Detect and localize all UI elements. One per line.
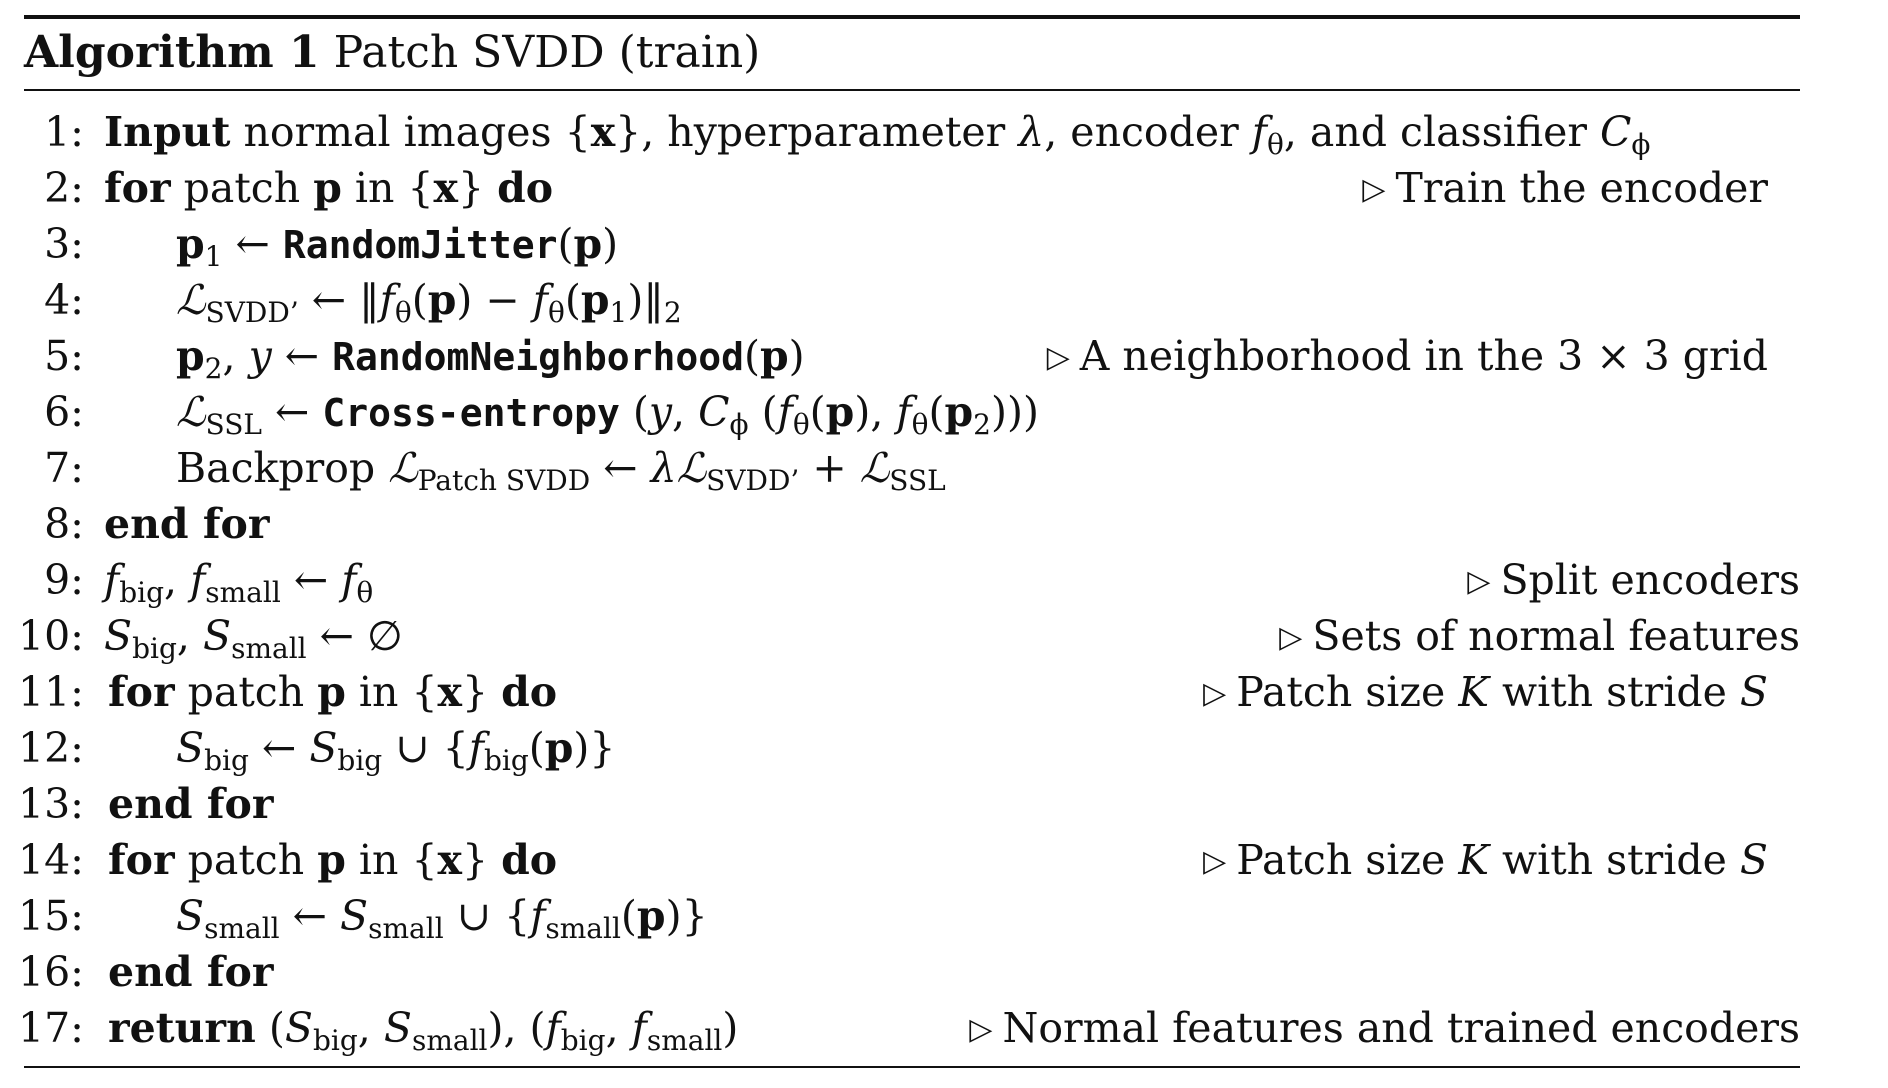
- line-number: 15:: [18, 892, 84, 940]
- line-comment: ▷ A neighborhood in the 3 × 3 grid: [1047, 328, 1768, 386]
- line-comment: ▷ Train the encoder: [1362, 160, 1768, 218]
- line-number: 17:: [18, 1004, 84, 1052]
- algorithm-label: Algorithm 1: [24, 27, 320, 78]
- title-rule: [24, 89, 1800, 91]
- triangle-icon: ▷: [969, 1012, 993, 1047]
- line-number: 1:: [44, 108, 84, 156]
- line-code: end for: [108, 780, 274, 828]
- algo-line-12: 12: Sbig ← Sbig ∪ {fbig(p)}: [0, 720, 1800, 777]
- line-code: for patch p in {x} do: [108, 836, 558, 884]
- algo-line-6: 6: ℒSSL ← Cross-entropy (y, Cϕ (fθ(p), f…: [0, 384, 1800, 441]
- line-code: p1 ← RandomJitter(p): [176, 220, 619, 273]
- triangle-icon: ▷: [1279, 620, 1303, 655]
- algo-line-3: 3: p1 ← RandomJitter(p): [0, 216, 1800, 273]
- line-code: Ssmall ← Ssmall ∪ {fsmall(p)}: [176, 892, 708, 945]
- line-number: 3:: [44, 220, 84, 268]
- line-code: Sbig, Ssmall ← ∅: [104, 612, 403, 665]
- line-code: for patch p in {x} do: [104, 164, 554, 212]
- line-number: 6:: [44, 388, 84, 436]
- line-code: ℒSVDD’ ← ‖fθ(p) − fθ(p1)‖2: [176, 276, 682, 329]
- triangle-icon: ▷: [1203, 844, 1227, 879]
- algo-line-2: 2: for patch p in {x} do ▷ Train the enco…: [0, 160, 1800, 216]
- triangle-icon: ▷: [1203, 676, 1227, 711]
- algorithm-name: Patch SVDD (train): [333, 27, 761, 78]
- line-number: 4:: [44, 276, 84, 324]
- algorithm-title: Algorithm 1 Patch SVDD (train): [24, 24, 760, 82]
- line-code: return (Sbig, Ssmall), (fbig, fsmall): [108, 1004, 739, 1057]
- algo-line-5: 5: p2, y ← RandomNeighborhood(p) ▷ A neig…: [0, 328, 1800, 386]
- line-code: end for: [104, 500, 270, 548]
- bottom-rule: [24, 1066, 1800, 1068]
- line-number: 9:: [44, 556, 84, 604]
- top-rule: [24, 15, 1800, 19]
- line-number: 10:: [18, 612, 84, 660]
- algo-line-16: 16: end for: [0, 944, 1800, 1000]
- algo-line-8: 8: end for: [0, 496, 1800, 552]
- line-code: fbig, fsmall ← fθ: [104, 556, 374, 609]
- triangle-icon: ▷: [1467, 564, 1491, 599]
- line-comment: ▷ Patch size K with stride S: [1203, 832, 1768, 890]
- line-number: 14:: [18, 836, 84, 884]
- line-code: p2, y ← RandomNeighborhood(p): [176, 332, 805, 385]
- line-comment: ▷ Normal features and trained encoders: [969, 1000, 1800, 1058]
- line-code: Sbig ← Sbig ∪ {fbig(p)}: [176, 724, 616, 777]
- line-code: ℒSSL ← Cross-entropy (y, Cϕ (fθ(p), fθ(p…: [176, 388, 1039, 441]
- algo-line-15: 15: Ssmall ← Ssmall ∪ {fsmall(p)}: [0, 888, 1800, 945]
- algo-line-9: 9: fbig, fsmall ← fθ ▷ Split encoders: [0, 552, 1800, 610]
- algo-line-10: 10: Sbig, Ssmall ← ∅ ▷ Sets of normal fea…: [0, 608, 1800, 666]
- algo-line-17: 17: return (Sbig, Ssmall), (fbig, fsmall…: [0, 1000, 1800, 1058]
- line-number: 16:: [18, 948, 84, 996]
- line-comment: ▷ Split encoders: [1467, 552, 1800, 610]
- line-number: 12:: [18, 724, 84, 772]
- line-code: end for: [108, 948, 274, 996]
- line-code: Backprop ℒPatch SVDD ← λℒSVDD’ + ℒSSL: [176, 444, 946, 497]
- triangle-icon: ▷: [1362, 172, 1386, 207]
- algo-line-14: 14: for patch p in {x} do ▷ Patch size K …: [0, 832, 1800, 888]
- line-number: 11:: [18, 668, 84, 716]
- line-code: for patch p in {x} do: [108, 668, 558, 716]
- algo-line-11: 11: for patch p in {x} do ▷ Patch size K …: [0, 664, 1800, 720]
- algo-line-1: 1: Input normal images {x}, hyperparamet…: [0, 104, 1800, 161]
- line-code: Input normal images {x}, hyperparameter …: [104, 108, 1651, 161]
- algo-line-7: 7: Backprop ℒPatch SVDD ← λℒSVDD’ + ℒSSL: [0, 440, 1800, 497]
- line-number: 13:: [18, 780, 84, 828]
- algo-line-13: 13: end for: [0, 776, 1800, 832]
- line-comment: ▷ Sets of normal features: [1279, 608, 1800, 666]
- line-number: 2:: [44, 164, 84, 212]
- algo-line-4: 4: ℒSVDD’ ← ‖fθ(p) − fθ(p1)‖2: [0, 272, 1800, 329]
- line-number: 8:: [44, 500, 84, 548]
- line-comment: ▷ Patch size K with stride S: [1203, 664, 1768, 722]
- line-number: 7:: [44, 444, 84, 492]
- triangle-icon: ▷: [1046, 340, 1070, 375]
- line-number: 5:: [44, 332, 84, 380]
